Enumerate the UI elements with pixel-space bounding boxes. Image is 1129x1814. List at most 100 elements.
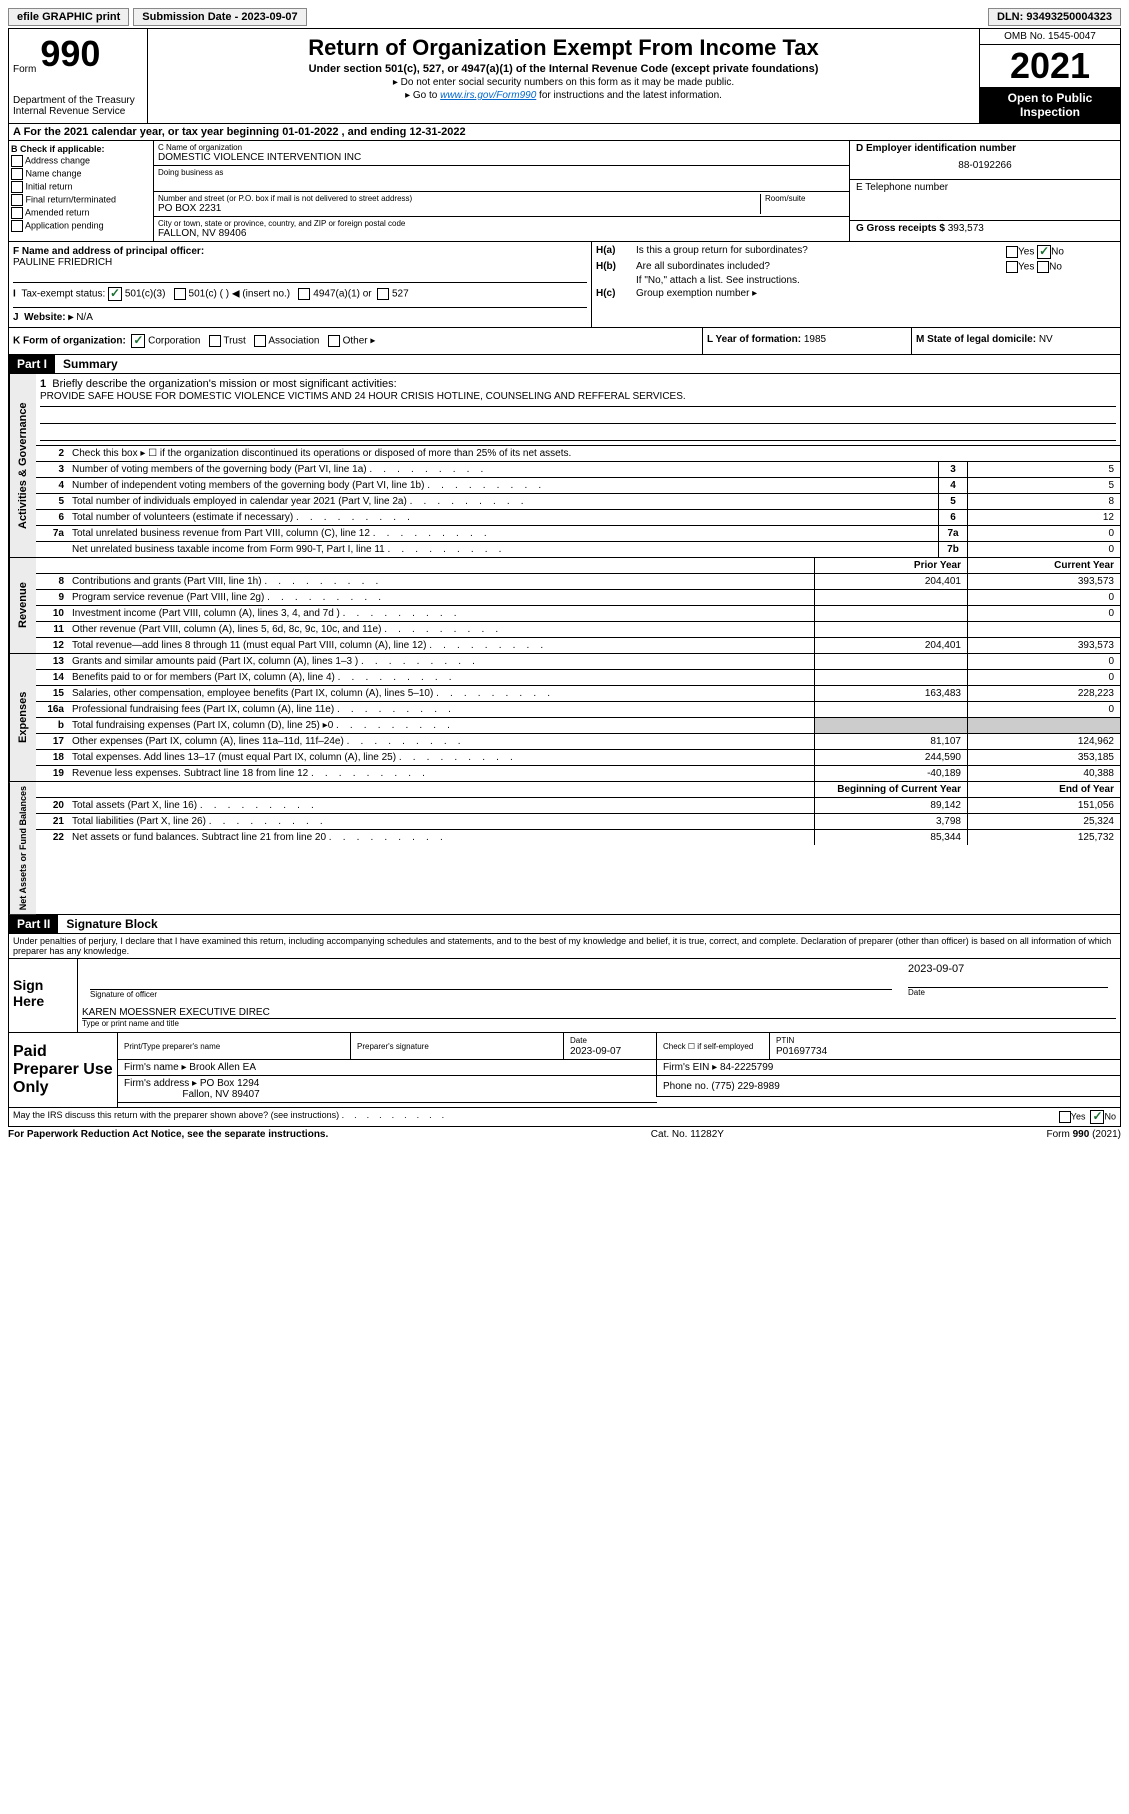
discuss-yes[interactable] — [1059, 1111, 1071, 1123]
submission-date: 2023-09-07 — [241, 11, 297, 23]
city-value: FALLON, NV 89406 — [158, 228, 845, 239]
sign-date: 2023-09-07 — [908, 963, 1108, 975]
table-row: 6Total number of volunteers (estimate if… — [36, 510, 1120, 526]
org-name: DOMESTIC VIOLENCE INTERVENTION INC — [158, 152, 845, 163]
irs-link[interactable]: www.irs.gov/Form990 — [440, 90, 536, 101]
footer-mid: Cat. No. 11282Y — [651, 1129, 724, 1140]
mission-text: PROVIDE SAFE HOUSE FOR DOMESTIC VIOLENCE… — [40, 390, 1116, 407]
preparer-block: Paid Preparer Use Only Print/Type prepar… — [8, 1033, 1121, 1108]
ein-value: 88-0192266 — [856, 154, 1114, 177]
firm-name: Brook Allen EA — [189, 1062, 256, 1073]
sig-officer-label: Signature of officer — [90, 989, 892, 999]
check-assoc[interactable] — [254, 335, 266, 347]
table-row: 15Salaries, other compensation, employee… — [36, 686, 1120, 702]
prior-year-header: Prior Year — [814, 558, 967, 573]
check-4947[interactable] — [298, 288, 310, 300]
tax-year: 2021 — [980, 45, 1120, 87]
table-row: 21Total liabilities (Part X, line 26)3,7… — [36, 814, 1120, 830]
table-row: 18Total expenses. Add lines 13–17 (must … — [36, 750, 1120, 766]
section-expenses: Expenses 13Grants and similar amounts pa… — [8, 654, 1121, 782]
phone-label: E Telephone number — [856, 182, 1114, 193]
hb-label: H(b) — [596, 261, 636, 273]
check-application[interactable]: Application pending — [11, 220, 151, 232]
section-netassets: Net Assets or Fund Balances Beginning of… — [8, 782, 1121, 915]
gross-label: G Gross receipts $ — [856, 223, 948, 234]
section-revenue: Revenue Prior Year Current Year 8Contrib… — [8, 558, 1121, 654]
check-trust[interactable] — [209, 335, 221, 347]
ein-label: D Employer identification number — [856, 143, 1114, 154]
table-row: 16aProfessional fundraising fees (Part I… — [36, 702, 1120, 718]
note-ssn: ▸ Do not enter social security numbers o… — [152, 77, 975, 88]
col-b-checkboxes: B Check if applicable: Address change Na… — [9, 141, 154, 241]
part1-title: Summary — [55, 355, 126, 373]
header-left: Form 990 Department of the Treasury Inte… — [9, 29, 148, 123]
dln-box: DLN: 93493250004323 — [988, 8, 1121, 26]
hb-no[interactable] — [1037, 261, 1049, 273]
check-name[interactable]: Name change — [11, 168, 151, 180]
ha-no[interactable] — [1037, 245, 1051, 259]
mission-label: Briefly describe the organization's miss… — [52, 378, 396, 390]
form-number: 990 — [40, 33, 100, 75]
discuss-no[interactable] — [1090, 1110, 1104, 1124]
officer-name: PAULINE FRIEDRICH — [13, 257, 587, 268]
row-a-taxyear: A For the 2021 calendar year, or tax yea… — [8, 124, 1121, 141]
addr-value: PO BOX 2231 — [158, 203, 760, 214]
check-address[interactable]: Address change — [11, 155, 151, 167]
vert-expenses: Expenses — [9, 654, 36, 781]
check-amended[interactable]: Amended return — [11, 207, 151, 219]
header-right: OMB No. 1545-0047 2021 Open to Public In… — [979, 29, 1120, 123]
check-final[interactable]: Final return/terminated — [11, 194, 151, 206]
prep-date: 2023-09-07 — [570, 1046, 621, 1057]
eoy-header: End of Year — [967, 782, 1120, 797]
col-d-right: D Employer identification number 88-0192… — [850, 141, 1120, 241]
table-row: 5Total number of individuals employed in… — [36, 494, 1120, 510]
open-public-badge: Open to Public Inspection — [980, 87, 1120, 123]
prep-selfemp: Check ☐ if self-employed — [657, 1033, 770, 1060]
signer-name: KAREN MOESSNER EXECUTIVE DIREC — [82, 1007, 1116, 1018]
state-domicile: NV — [1039, 334, 1053, 345]
footer-left: For Paperwork Reduction Act Notice, see … — [8, 1129, 328, 1140]
ha-text: Is this a group return for subordinates? — [636, 245, 1006, 259]
table-row: 10Investment income (Part VIII, column (… — [36, 606, 1120, 622]
check-initial[interactable]: Initial return — [11, 181, 151, 193]
form-header: Form 990 Department of the Treasury Inte… — [8, 28, 1121, 124]
hb-yes[interactable] — [1006, 261, 1018, 273]
table-row: 20Total assets (Part X, line 16)89,14215… — [36, 798, 1120, 814]
header-mid: Return of Organization Exempt From Incom… — [148, 29, 979, 123]
declaration-text: Under penalties of perjury, I declare th… — [8, 934, 1121, 959]
dln-label: DLN: — [997, 11, 1026, 23]
submission-label: Submission Date - — [142, 11, 241, 23]
check-corp[interactable] — [131, 334, 145, 348]
check-501c3[interactable] — [108, 287, 122, 301]
check-other[interactable] — [328, 335, 340, 347]
table-row: 14Benefits paid to or for members (Part … — [36, 670, 1120, 686]
note-url: ▸ Go to www.irs.gov/Form990 for instruct… — [152, 90, 975, 101]
section-bcd: B Check if applicable: Address change Na… — [8, 141, 1121, 242]
vert-revenue: Revenue — [9, 558, 36, 653]
ha-yes[interactable] — [1006, 246, 1018, 258]
form-title: Return of Organization Exempt From Incom… — [152, 35, 975, 61]
year-formation: 1985 — [804, 334, 826, 345]
hc-text: Group exemption number ▸ — [636, 288, 1116, 299]
addr-label: Number and street (or P.O. box if mail i… — [158, 194, 760, 203]
firm-phone: (775) 229-8989 — [711, 1081, 779, 1092]
submission-box: Submission Date - 2023-09-07 — [133, 8, 306, 26]
prep-col1: Print/Type preparer's name — [124, 1042, 220, 1051]
efile-box[interactable]: efile GRAPHIC print — [8, 8, 129, 26]
table-row: 8Contributions and grants (Part VIII, li… — [36, 574, 1120, 590]
website-value: N/A — [76, 312, 93, 323]
col-f-officer: F Name and address of principal officer:… — [9, 242, 592, 327]
col-h-group: H(a) Is this a group return for subordin… — [592, 242, 1120, 327]
vert-netassets: Net Assets or Fund Balances — [9, 782, 36, 914]
check-527[interactable] — [377, 288, 389, 300]
table-row: 3Number of voting members of the governi… — [36, 462, 1120, 478]
section-fgh: F Name and address of principal officer:… — [8, 242, 1121, 328]
form-word: Form — [13, 64, 36, 75]
table-row: 22Net assets or fund balances. Subtract … — [36, 830, 1120, 845]
check-501c[interactable] — [174, 288, 186, 300]
hb-text: Are all subordinates included? — [636, 261, 1006, 273]
row-k: K Form of organization: Corporation Trus… — [8, 328, 1121, 355]
preparer-label: Paid Preparer Use Only — [9, 1033, 118, 1107]
firm-addr1: PO Box 1294 — [200, 1078, 259, 1089]
ha-label: H(a) — [596, 245, 636, 259]
